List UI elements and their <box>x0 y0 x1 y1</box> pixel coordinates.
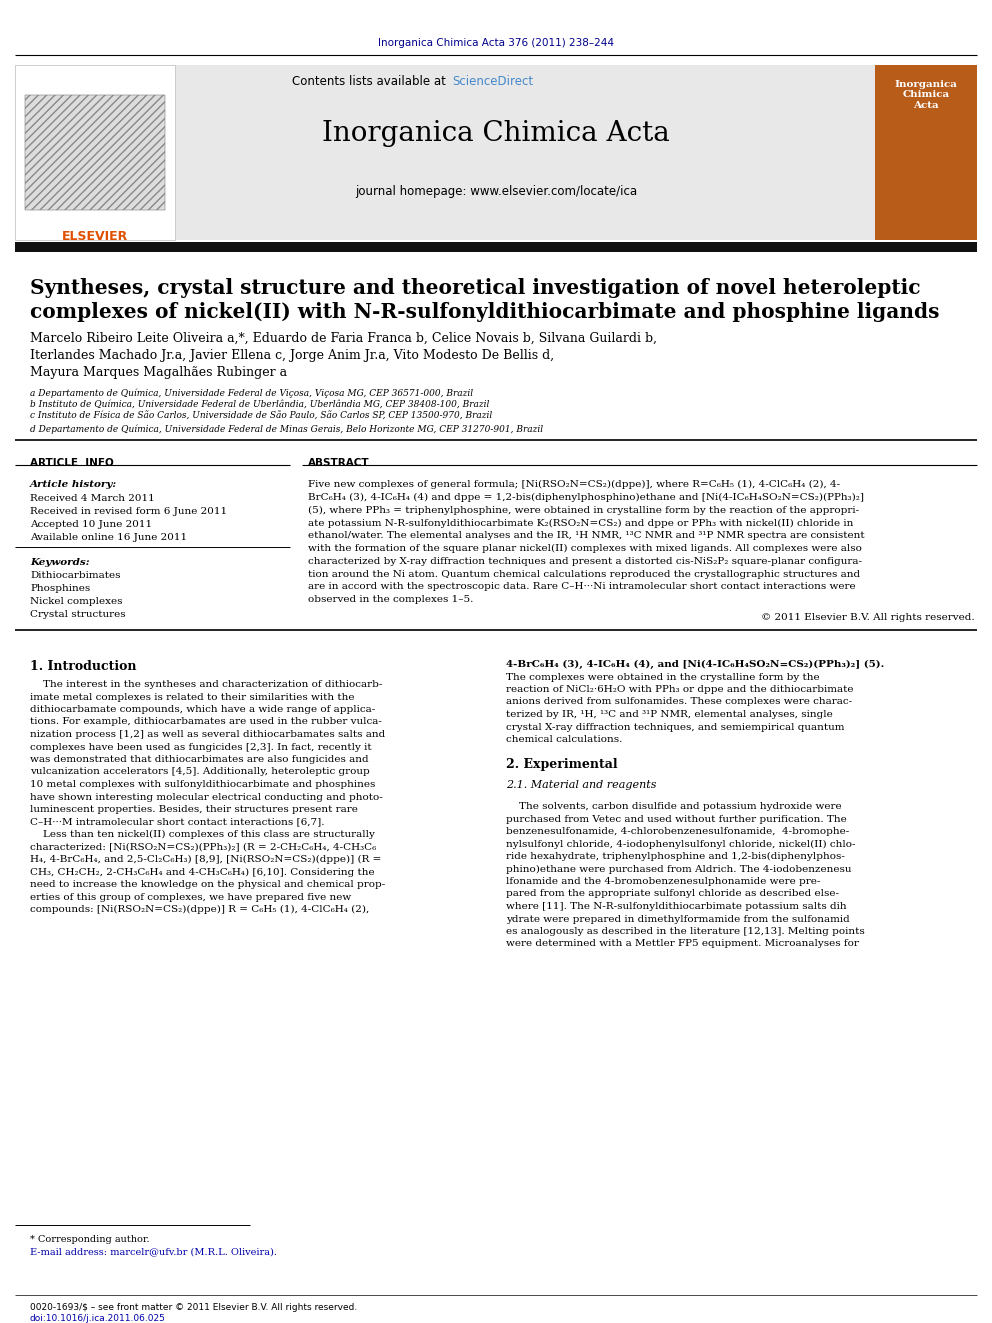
Text: es analogously as described in the literature [12,13]. Melting points: es analogously as described in the liter… <box>506 927 865 935</box>
Text: imate metal complexes is related to their similarities with the: imate metal complexes is related to thei… <box>30 692 354 701</box>
Text: BrC₆H₄ (3), 4-IC₆H₄ (4) and dppe = 1,2-bis(diphenylphosphino)ethane and [Ni(4-IC: BrC₆H₄ (3), 4-IC₆H₄ (4) and dppe = 1,2-b… <box>308 492 864 501</box>
Text: The complexes were obtained in the crystalline form by the: The complexes were obtained in the cryst… <box>506 672 819 681</box>
Text: observed in the complexes 1–5.: observed in the complexes 1–5. <box>308 595 473 605</box>
Text: chemical calculations.: chemical calculations. <box>506 736 622 744</box>
Text: Article history:: Article history: <box>30 480 117 490</box>
Text: erties of this group of complexes, we have prepared five new: erties of this group of complexes, we ha… <box>30 893 351 901</box>
Text: terized by IR, ¹H, ¹³C and ³¹P NMR, elemental analyses, single: terized by IR, ¹H, ¹³C and ³¹P NMR, elem… <box>506 710 832 718</box>
Text: was demonstrated that dithiocarbimates are also fungicides and: was demonstrated that dithiocarbimates a… <box>30 755 369 763</box>
Text: luminescent properties. Besides, their structures present rare: luminescent properties. Besides, their s… <box>30 804 358 814</box>
Text: characterized by X-ray diffraction techniques and present a distorted cis-NiS₂P₂: characterized by X-ray diffraction techn… <box>308 557 862 566</box>
Text: Received in revised form 6 June 2011: Received in revised form 6 June 2011 <box>30 507 227 516</box>
Text: (5), where PPh₃ = triphenylphosphine, were obtained in crystalline form by the r: (5), where PPh₃ = triphenylphosphine, we… <box>308 505 859 515</box>
Text: characterized: [Ni(RSO₂N=CS₂)(PPh₃)₂] (R = 2-CH₂C₆H₄, 4-CH₃C₆: characterized: [Ni(RSO₂N=CS₂)(PPh₃)₂] (R… <box>30 843 376 852</box>
Text: ScienceDirect: ScienceDirect <box>452 75 533 89</box>
Text: The interest in the syntheses and characterization of dithiocarb-: The interest in the syntheses and charac… <box>30 680 382 689</box>
Text: Inorganica
Chimica
Acta: Inorganica Chimica Acta <box>895 79 957 110</box>
Text: d Departamento de Química, Universidade Federal de Minas Gerais, Belo Horizonte : d Departamento de Química, Universidade … <box>30 423 544 434</box>
Text: a Departamento de Química, Universidade Federal de Viçosa, Viçosa MG, CEP 36571-: a Departamento de Química, Universidade … <box>30 388 473 397</box>
Text: nization process [1,2] as well as several dithiocarbamates salts and: nization process [1,2] as well as severa… <box>30 730 385 740</box>
Text: need to increase the knowledge on the physical and chemical prop-: need to increase the knowledge on the ph… <box>30 880 385 889</box>
Text: Phosphines: Phosphines <box>30 583 90 593</box>
Text: ARTICLE  INFO: ARTICLE INFO <box>30 458 114 468</box>
Text: Inorganica Chimica Acta 376 (2011) 238–244: Inorganica Chimica Acta 376 (2011) 238–2… <box>378 38 614 48</box>
Text: H₄, 4-BrC₆H₄, and 2,5-Cl₂C₆H₃) [8,9], [Ni(RSO₂N=CS₂)(dppe)] (R =: H₄, 4-BrC₆H₄, and 2,5-Cl₂C₆H₃) [8,9], [N… <box>30 855 381 864</box>
Bar <box>175 65 875 239</box>
Text: were determined with a Mettler FP5 equipment. Microanalyses for: were determined with a Mettler FP5 equip… <box>506 939 859 949</box>
Text: complexes have been used as fungicides [2,3]. In fact, recently it: complexes have been used as fungicides [… <box>30 742 372 751</box>
Text: 0020-1693/$ – see front matter © 2011 Elsevier B.V. All rights reserved.: 0020-1693/$ – see front matter © 2011 El… <box>30 1303 357 1312</box>
Text: anions derived from sulfonamides. These complexes were charac-: anions derived from sulfonamides. These … <box>506 697 852 706</box>
Text: Available online 16 June 2011: Available online 16 June 2011 <box>30 533 187 542</box>
Text: dithiocarbamate compounds, which have a wide range of applica-: dithiocarbamate compounds, which have a … <box>30 705 375 714</box>
Text: crystal X-ray diffraction techniques, and semiempirical quantum: crystal X-ray diffraction techniques, an… <box>506 722 844 732</box>
Text: Contents lists available at: Contents lists available at <box>293 75 450 89</box>
Text: doi:10.1016/j.ica.2011.06.025: doi:10.1016/j.ica.2011.06.025 <box>30 1314 166 1323</box>
Text: Mayura Marques Magalhães Rubinger a: Mayura Marques Magalhães Rubinger a <box>30 366 287 378</box>
Text: Dithiocarbimates: Dithiocarbimates <box>30 572 120 579</box>
Text: reaction of NiCl₂·6H₂O with PPh₃ or dppe and the dithiocarbimate: reaction of NiCl₂·6H₂O with PPh₃ or dppe… <box>506 685 853 695</box>
Text: The solvents, carbon disulfide and potassium hydroxide were: The solvents, carbon disulfide and potas… <box>506 802 841 811</box>
Text: ABSTRACT: ABSTRACT <box>308 458 370 468</box>
Text: purchased from Vetec and used without further purification. The: purchased from Vetec and used without fu… <box>506 815 847 823</box>
Text: ydrate were prepared in dimethylformamide from the sulfonamid: ydrate were prepared in dimethylformamid… <box>506 914 850 923</box>
Text: C–H···M intramolecular short contact interactions [6,7].: C–H···M intramolecular short contact int… <box>30 818 324 827</box>
Text: lfonamide and the 4-bromobenzenesulphonamide were pre-: lfonamide and the 4-bromobenzenesulphona… <box>506 877 820 886</box>
Text: compounds: [Ni(RSO₂N=CS₂)(dppe)] R = C₆H₅ (1), 4-ClC₆H₄ (2),: compounds: [Ni(RSO₂N=CS₂)(dppe)] R = C₆H… <box>30 905 369 914</box>
Text: Crystal structures: Crystal structures <box>30 610 126 619</box>
Text: 2. Experimental: 2. Experimental <box>506 758 618 771</box>
Text: Keywords:: Keywords: <box>30 558 89 568</box>
Text: ate potassium N-R-sulfonyldithiocarbimate K₂(RSO₂N=CS₂) and dppe or PPh₃ with ni: ate potassium N-R-sulfonyldithiocarbimat… <box>308 519 853 528</box>
Text: Syntheses, crystal structure and theoretical investigation of novel heteroleptic: Syntheses, crystal structure and theoret… <box>30 278 921 298</box>
Text: CH₃, CH₂CH₂, 2-CH₃C₆H₄ and 4-CH₃C₆H₄) [6,10]. Considering the: CH₃, CH₂CH₂, 2-CH₃C₆H₄ and 4-CH₃C₆H₄) [6… <box>30 868 375 877</box>
Text: 2.1. Material and reagents: 2.1. Material and reagents <box>506 781 657 790</box>
Text: with the formation of the square planar nickel(II) complexes with mixed ligands.: with the formation of the square planar … <box>308 544 862 553</box>
Text: nylsulfonyl chloride, 4-iodophenylsulfonyl chloride, nickel(II) chlo-: nylsulfonyl chloride, 4-iodophenylsulfon… <box>506 840 855 848</box>
Text: journal homepage: www.elsevier.com/locate/ica: journal homepage: www.elsevier.com/locat… <box>355 185 637 198</box>
Text: E-mail address: marcelr@ufv.br (M.R.L. Oliveira).: E-mail address: marcelr@ufv.br (M.R.L. O… <box>30 1248 277 1256</box>
Text: Received 4 March 2011: Received 4 March 2011 <box>30 493 155 503</box>
Text: Less than ten nickel(II) complexes of this class are structurally: Less than ten nickel(II) complexes of th… <box>30 830 375 839</box>
Bar <box>25 95 165 210</box>
Text: are in accord with the spectroscopic data. Rare C–H···Ni intramolecular short co: are in accord with the spectroscopic dat… <box>308 582 856 591</box>
Text: Accepted 10 June 2011: Accepted 10 June 2011 <box>30 520 152 529</box>
Text: Iterlandes Machado Jr.a, Javier Ellena c, Jorge Anim Jr.a, Vito Modesto De Belli: Iterlandes Machado Jr.a, Javier Ellena c… <box>30 349 555 363</box>
Text: c Instituto de Física de São Carlos, Universidade de São Paulo, São Carlos SP, C: c Instituto de Física de São Carlos, Uni… <box>30 411 492 421</box>
Text: 4-BrC₆H₄ (3), 4-IC₆H₄ (4), and [Ni(4-IC₆H₄SO₂N=CS₂)(PPh₃)₂] (5).: 4-BrC₆H₄ (3), 4-IC₆H₄ (4), and [Ni(4-IC₆… <box>506 660 885 669</box>
Text: Nickel complexes: Nickel complexes <box>30 597 122 606</box>
Text: 10 metal complexes with sulfonyldithiocarbimate and phosphines: 10 metal complexes with sulfonyldithioca… <box>30 781 375 789</box>
Bar <box>875 65 977 239</box>
Text: complexes of nickel(II) with N-R-sulfonyldithiocarbimate and phosphine ligands: complexes of nickel(II) with N-R-sulfony… <box>30 302 939 321</box>
Text: ELSEVIER: ELSEVIER <box>62 230 128 243</box>
Text: Inorganica Chimica Acta: Inorganica Chimica Acta <box>322 120 670 147</box>
Text: 1. Introduction: 1. Introduction <box>30 660 137 673</box>
Text: b Instituto de Química, Universidade Federal de Uberlândia, Uberlândia MG, CEP 3: b Instituto de Química, Universidade Fed… <box>30 400 489 409</box>
Text: tion around the Ni atom. Quantum chemical calculations reproduced the crystallog: tion around the Ni atom. Quantum chemica… <box>308 570 860 578</box>
Text: have shown interesting molecular electrical conducting and photo-: have shown interesting molecular electri… <box>30 792 383 802</box>
Text: pared from the appropriate sulfonyl chloride as described else-: pared from the appropriate sulfonyl chlo… <box>506 889 839 898</box>
Text: phino)ethane were purchased from Aldrich. The 4-iodobenzenesu: phino)ethane were purchased from Aldrich… <box>506 864 851 873</box>
Bar <box>25 95 165 210</box>
Text: vulcanization accelerators [4,5]. Additionally, heteroleptic group: vulcanization accelerators [4,5]. Additi… <box>30 767 370 777</box>
Text: ethanol/water. The elemental analyses and the IR, ¹H NMR, ¹³C NMR and ³¹P NMR sp: ethanol/water. The elemental analyses an… <box>308 532 865 540</box>
Bar <box>15 242 977 251</box>
Text: tions. For example, dithiocarbamates are used in the rubber vulca-: tions. For example, dithiocarbamates are… <box>30 717 382 726</box>
Text: ride hexahydrate, triphenylphosphine and 1,2-bis(diphenylphos-: ride hexahydrate, triphenylphosphine and… <box>506 852 845 861</box>
Text: benzenesulfonamide, 4-chlorobenzenesulfonamide,  4-bromophe-: benzenesulfonamide, 4-chlorobenzenesulfo… <box>506 827 849 836</box>
Text: Marcelo Ribeiro Leite Oliveira a,*, Eduardo de Faria Franca b, Celice Novais b, : Marcelo Ribeiro Leite Oliveira a,*, Edua… <box>30 332 657 345</box>
Text: * Corresponding author.: * Corresponding author. <box>30 1234 150 1244</box>
Text: © 2011 Elsevier B.V. All rights reserved.: © 2011 Elsevier B.V. All rights reserved… <box>762 613 975 622</box>
Bar <box>15 65 175 239</box>
Text: Five new complexes of general formula; [Ni(RSO₂N=CS₂)(dppe)], where R=C₆H₅ (1), : Five new complexes of general formula; [… <box>308 480 840 490</box>
Text: where [11]. The N-R-sulfonyldithiocarbimate potassium salts dih: where [11]. The N-R-sulfonyldithiocarbim… <box>506 902 846 912</box>
